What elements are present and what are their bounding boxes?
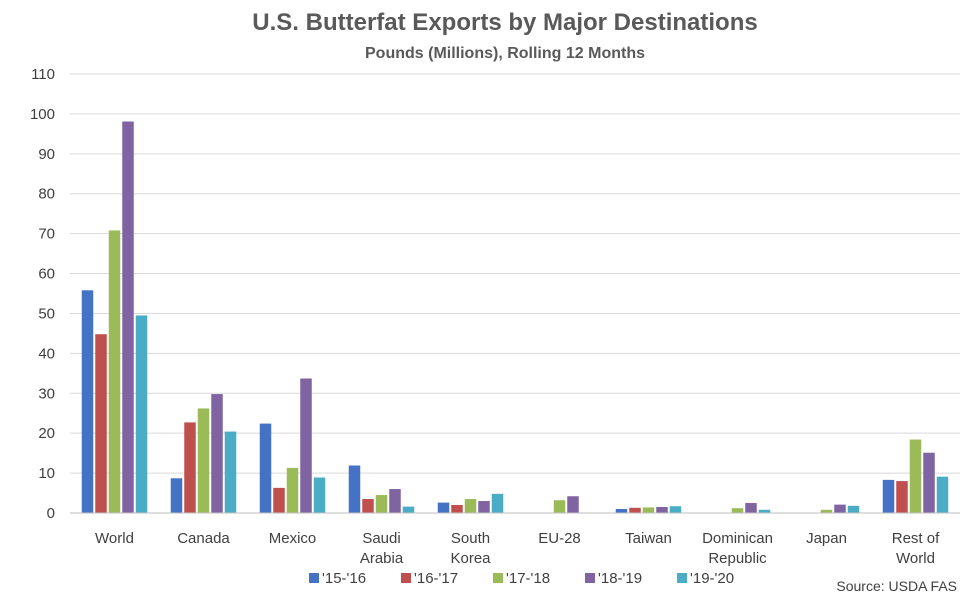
bar-9-0 — [882, 479, 895, 513]
y-tick-label: 20 — [38, 425, 55, 442]
bar-9-3 — [923, 452, 935, 513]
legend-label: '19-'20 — [690, 570, 734, 587]
x-category-label: Republic — [708, 550, 767, 567]
y-tick-label: 50 — [38, 305, 55, 322]
bar-5-3 — [567, 496, 579, 513]
bar-6-1 — [629, 507, 641, 513]
legend-swatch — [493, 573, 503, 583]
source-note: Source: USDA FAS — [836, 578, 957, 594]
bar-4-3 — [478, 501, 490, 513]
bar-7-2 — [731, 508, 744, 513]
y-tick-label: 60 — [38, 266, 55, 283]
bar-0-0 — [81, 290, 94, 513]
bar-2-2 — [286, 467, 299, 513]
bar-1-3 — [211, 394, 223, 513]
x-category-label: World — [95, 530, 134, 547]
bar-0-3 — [122, 121, 134, 513]
bar-4-2 — [464, 499, 477, 513]
bar-6-4 — [669, 506, 682, 513]
y-tick-label: 80 — [38, 186, 55, 203]
x-category-label: Japan — [806, 530, 847, 547]
bar-8-4 — [847, 505, 860, 513]
x-category-label: Arabia — [360, 550, 404, 567]
x-category-label: EU-28 — [538, 530, 581, 547]
x-category-label: Korea — [450, 550, 491, 567]
bar-5-2 — [553, 500, 566, 513]
y-tick-label: 100 — [30, 106, 55, 123]
bar-9-2 — [909, 439, 922, 513]
bar-2-1 — [273, 487, 285, 513]
x-category-label: Taiwan — [625, 530, 672, 547]
legend-label: '15-'16 — [322, 570, 366, 587]
bar-6-0 — [615, 509, 628, 513]
y-tick-label: 30 — [38, 385, 55, 402]
bar-3-0 — [348, 465, 361, 513]
bar-6-3 — [656, 507, 668, 513]
legend-label: '17-'18 — [506, 570, 550, 587]
bar-1-0 — [170, 478, 183, 513]
legend-swatch — [309, 573, 319, 583]
x-category-label: South — [451, 530, 490, 547]
bar-9-1 — [896, 481, 908, 513]
bar-4-4 — [491, 493, 504, 513]
bar-1-4 — [224, 431, 237, 513]
y-tick-label: 10 — [38, 465, 55, 482]
legend: '15-'16 '16-'17 '17-'18 '18-'19 '19-'20 — [309, 570, 734, 587]
bar-3-4 — [402, 506, 415, 513]
bar-7-4 — [758, 509, 771, 513]
bar-3-3 — [389, 489, 401, 513]
bar-7-3 — [745, 503, 757, 513]
bar-0-4 — [135, 315, 148, 513]
x-category-label: Saudi — [362, 530, 400, 547]
x-category-label: World — [896, 550, 935, 567]
bar-4-1 — [451, 505, 463, 513]
legend-label: '16-'17 — [414, 570, 458, 587]
y-tick-label: 0 — [47, 505, 55, 522]
bar-3-1 — [362, 499, 374, 513]
y-axis-ticks: 0 10 20 30 40 50 60 70 80 90 100 110 — [30, 66, 55, 522]
y-tick-label: 70 — [38, 226, 55, 243]
bar-4-0 — [437, 502, 450, 513]
legend-swatch — [677, 573, 687, 583]
chart-title: U.S. Butterfat Exports by Major Destinat… — [252, 9, 757, 36]
bar-3-2 — [375, 495, 388, 513]
x-axis-categories: World Canada Mexico Saudi Arabia South Korea EU… — [95, 530, 940, 567]
bar-6-2 — [642, 507, 655, 513]
bar-2-3 — [300, 378, 312, 513]
legend-label: '18-'19 — [598, 570, 642, 587]
bar-2-4 — [313, 477, 326, 513]
legend-swatch — [401, 573, 411, 583]
chart-subtitle: Pounds (Millions), Rolling 12 Months — [365, 45, 645, 62]
bars — [81, 121, 949, 513]
y-tick-label: 110 — [31, 66, 55, 83]
bar-1-1 — [184, 422, 196, 513]
x-category-label: Rest of — [892, 530, 940, 547]
x-category-label: Canada — [177, 530, 230, 547]
x-category-label: Mexico — [269, 530, 317, 547]
bar-0-2 — [108, 230, 121, 513]
bar-2-0 — [259, 423, 272, 513]
y-tick-label: 90 — [38, 146, 55, 163]
bar-8-3 — [834, 504, 846, 513]
x-category-label: Dominican — [702, 530, 773, 547]
bar-9-4 — [936, 476, 949, 513]
bar-1-2 — [197, 408, 210, 513]
bar-8-2 — [820, 509, 833, 513]
legend-swatch — [585, 573, 595, 583]
bar-0-1 — [95, 334, 107, 513]
y-tick-label: 40 — [38, 345, 55, 362]
